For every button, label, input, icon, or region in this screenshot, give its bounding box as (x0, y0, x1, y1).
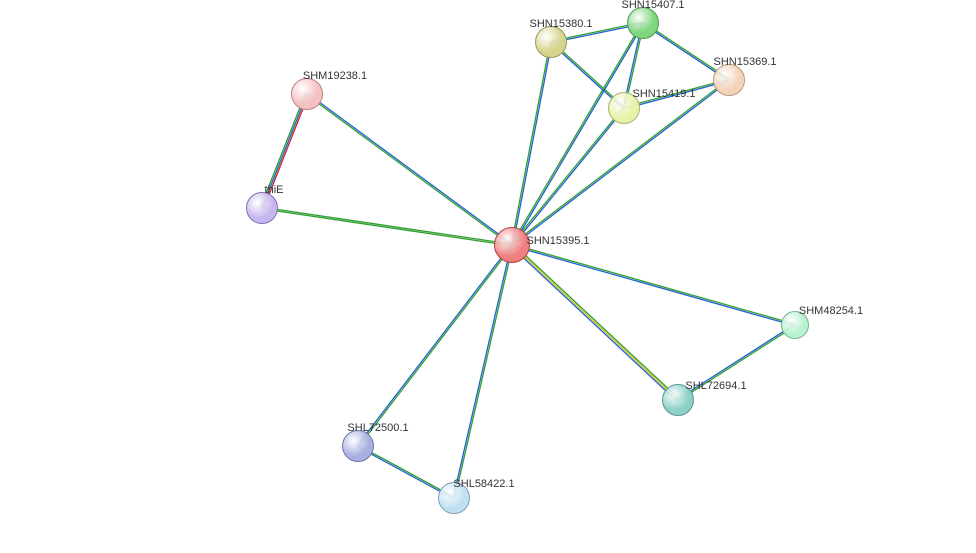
node-SHL72500[interactable] (342, 430, 374, 462)
node-label-SHL58422: SHL58422.1 (453, 478, 514, 490)
node-label-SHL72500: SHL72500.1 (347, 422, 408, 434)
node-label-SHN15407: SHN15407.1 (622, 0, 685, 11)
edge (359, 245, 513, 446)
edge (307, 95, 512, 246)
node-label-SHN15369: SHN15369.1 (714, 56, 777, 68)
edge (453, 245, 511, 498)
edge (511, 246, 677, 401)
node-SHN15407[interactable] (627, 7, 659, 39)
node-label-SHN15380: SHN15380.1 (530, 18, 593, 30)
edge (511, 42, 550, 245)
node-label-SHM19238: SHM19238.1 (303, 70, 367, 82)
node-thiE[interactable] (246, 192, 278, 224)
node-label-SHN15419: SHN15419.1 (633, 88, 696, 100)
edge (513, 23, 644, 245)
edge (513, 42, 552, 245)
node-label-thiE: thiE (265, 184, 284, 196)
edge (262, 209, 512, 246)
network-canvas: SHN15395.1 SHM19238.1 thiE SHN15380.1 SHN154… (0, 0, 976, 553)
edge (455, 245, 513, 498)
edge (512, 246, 795, 326)
edge (512, 245, 678, 400)
edge (513, 244, 679, 399)
edge (307, 93, 512, 244)
node-SHN15380[interactable] (535, 26, 567, 58)
edge (262, 207, 512, 244)
edges-layer (0, 0, 976, 553)
node-label-SHL72694: SHL72694.1 (685, 380, 746, 392)
edge (513, 109, 625, 246)
node-SHN15369[interactable] (713, 64, 745, 96)
node-label-SHM48254: SHM48254.1 (799, 305, 863, 317)
edge (511, 107, 623, 244)
edge (512, 244, 795, 324)
node-SHM19238[interactable] (291, 78, 323, 110)
node-SHN15395[interactable] (494, 227, 530, 263)
edge (511, 23, 642, 245)
edge (357, 245, 511, 446)
node-label-SHN15395: SHN15395.1 (527, 235, 590, 247)
